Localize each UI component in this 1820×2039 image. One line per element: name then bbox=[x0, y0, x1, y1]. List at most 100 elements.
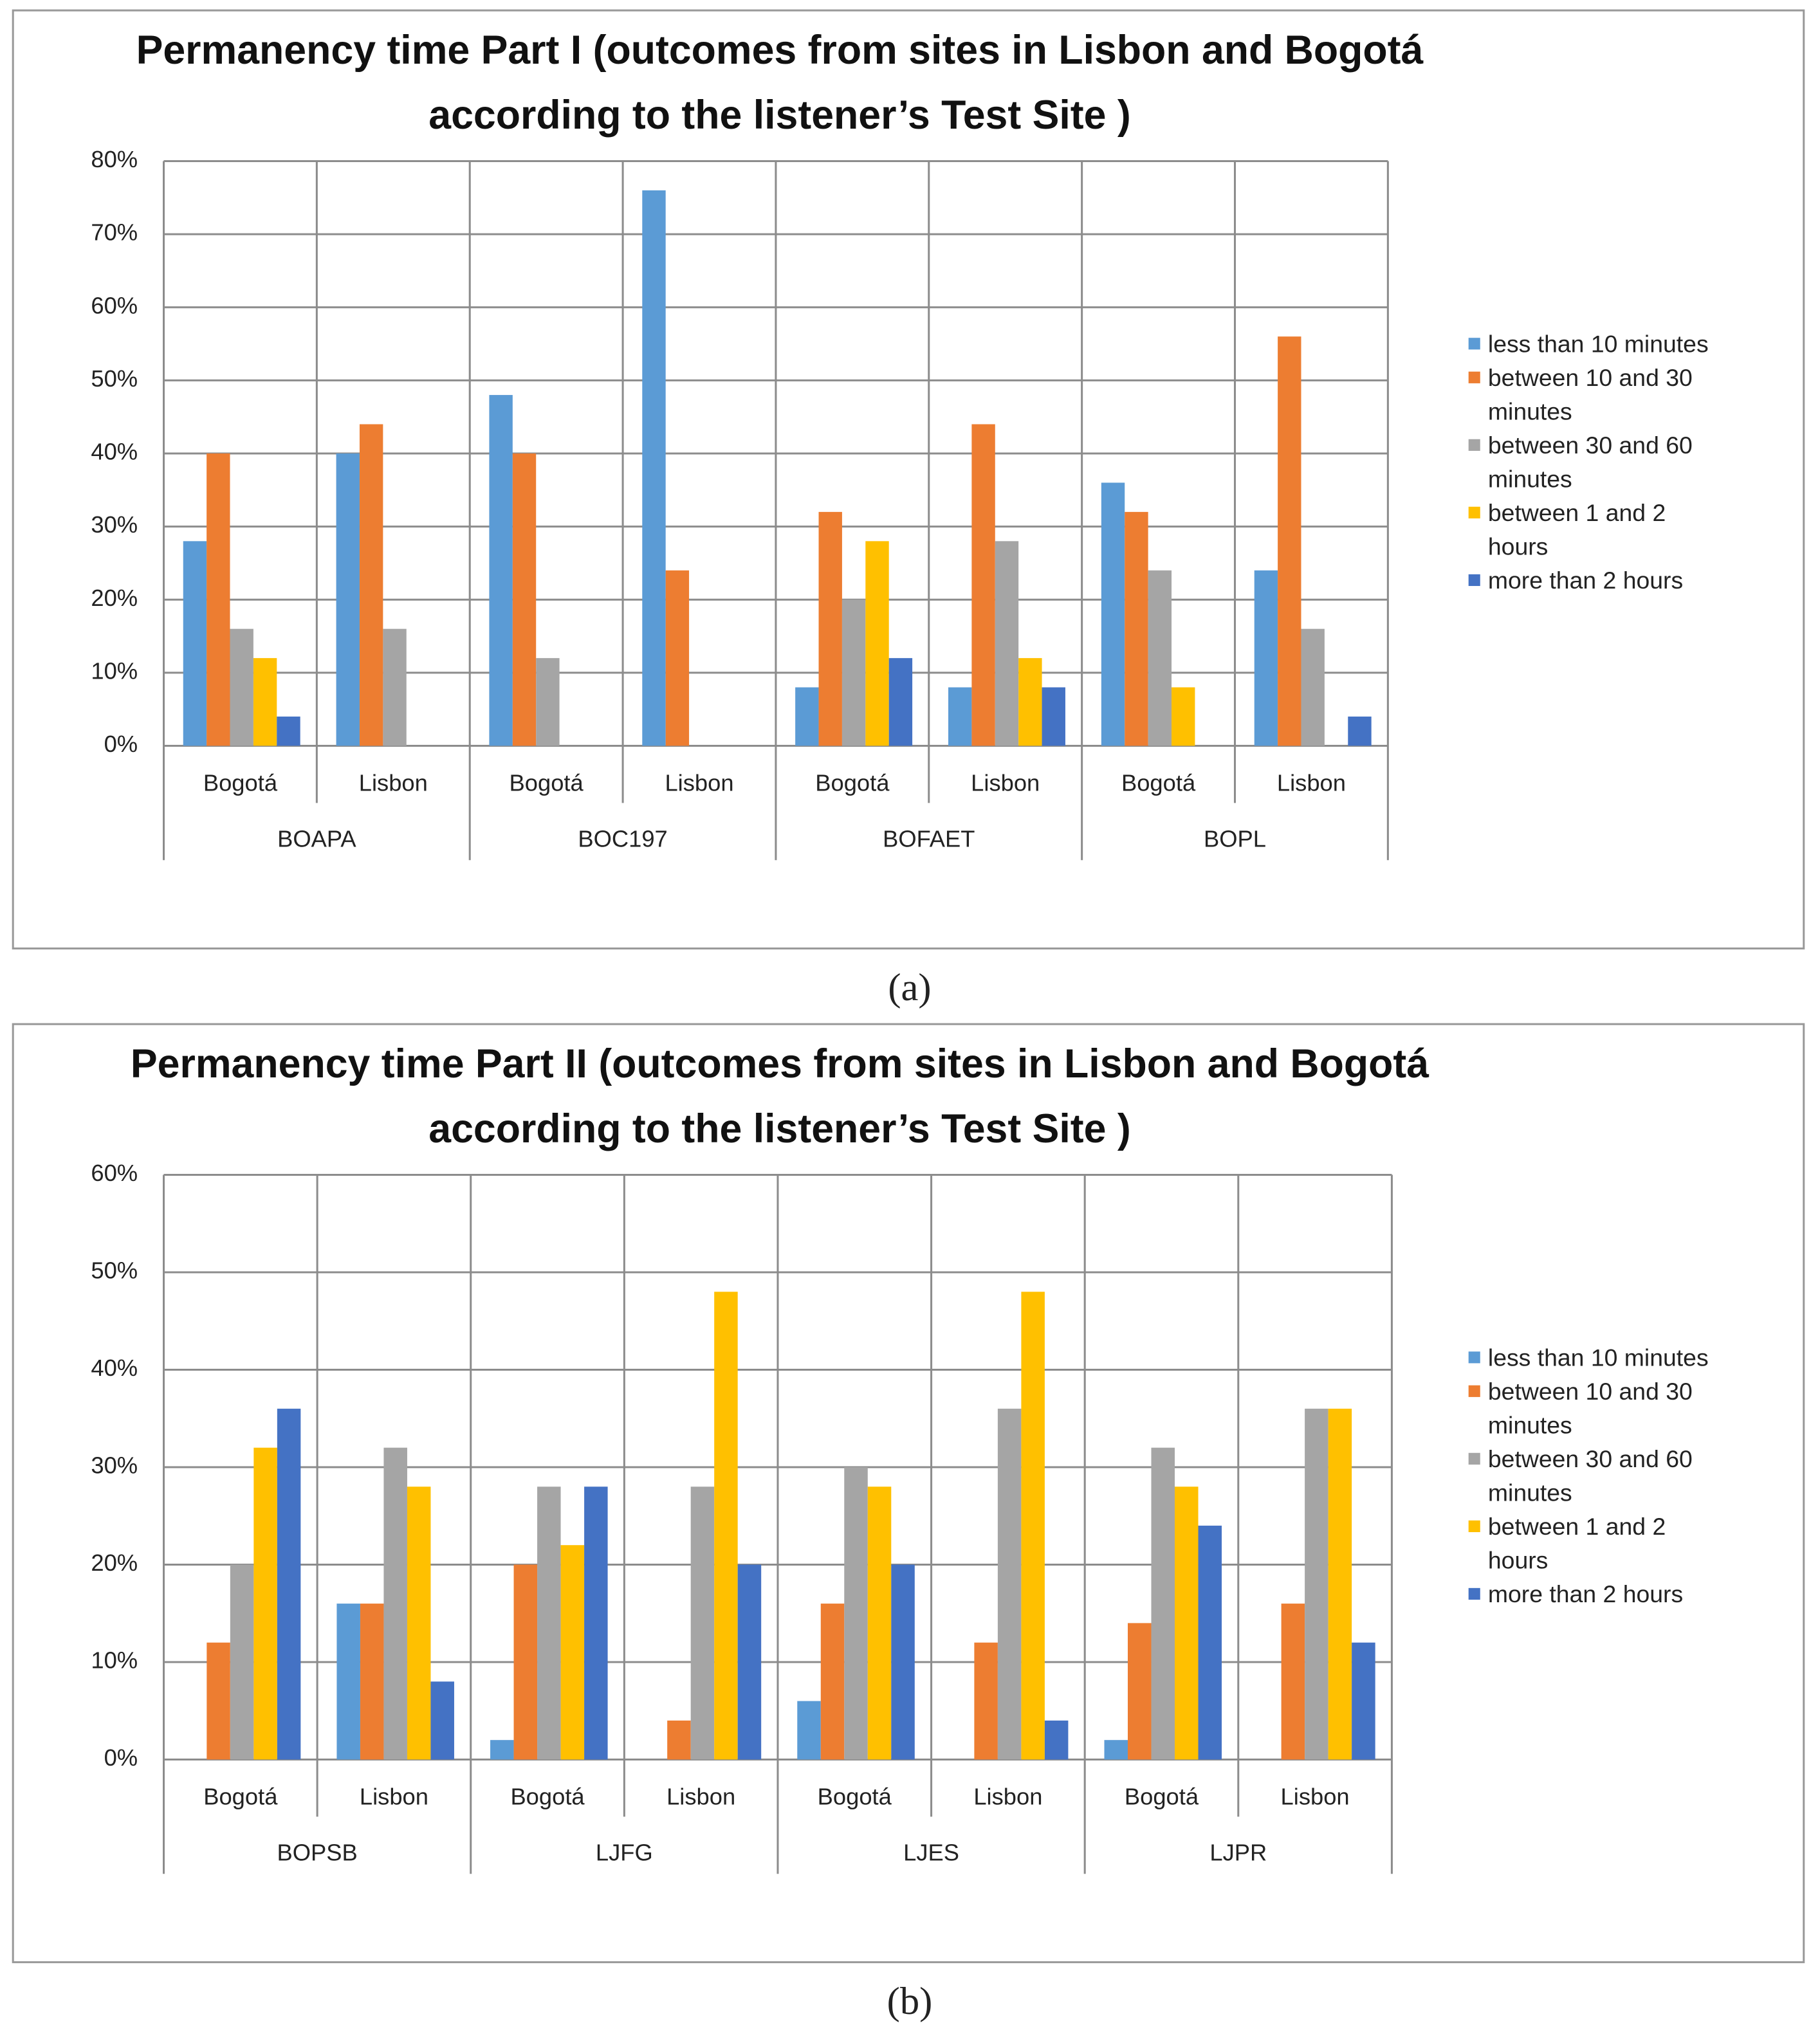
y-tick-label: 20% bbox=[91, 585, 138, 611]
bar bbox=[383, 628, 407, 746]
y-tick-label: 30% bbox=[91, 511, 138, 538]
bar bbox=[995, 541, 1019, 746]
chart: Permanency time Part II (outcomes from s… bbox=[12, 1023, 1805, 2023]
legend-label: between 10 and 30 minutes bbox=[1487, 1377, 1693, 1439]
legend-swatch bbox=[1468, 1587, 1480, 1600]
legend-entry: between 1 and 2 hours bbox=[1468, 1510, 1716, 1578]
legend-label: between 1 and 2 hours bbox=[1487, 498, 1666, 560]
bar bbox=[891, 1564, 915, 1760]
group-label: LJPR bbox=[1209, 1840, 1267, 1866]
group-label: BOFAET bbox=[883, 826, 975, 852]
bar bbox=[537, 1486, 561, 1760]
bar bbox=[277, 1409, 301, 1760]
bar bbox=[536, 658, 560, 746]
legend-swatch bbox=[1468, 506, 1480, 518]
legend-swatch bbox=[1468, 338, 1480, 350]
y-tick-label: 70% bbox=[91, 219, 138, 246]
legend-box: less than 10 minutes between 10 and 30 mi… bbox=[1468, 327, 1716, 598]
chart-title: Permanency time Part II (outcomes from s… bbox=[130, 1041, 1429, 1152]
bar bbox=[1128, 1623, 1152, 1760]
y-tick-label: 50% bbox=[91, 365, 138, 392]
bar bbox=[1352, 1642, 1375, 1760]
bar bbox=[865, 541, 889, 746]
group-label: BOPL bbox=[1204, 826, 1266, 852]
bar bbox=[1305, 1409, 1328, 1760]
bar bbox=[230, 628, 253, 746]
chart-border bbox=[12, 1023, 1805, 1964]
bar bbox=[253, 1447, 277, 1760]
bar bbox=[336, 453, 360, 746]
bar bbox=[642, 190, 666, 746]
legend-entry: between 30 and 60 minutes bbox=[1468, 1443, 1716, 1510]
y-tick-label: 80% bbox=[91, 146, 138, 172]
legend-swatch bbox=[1468, 371, 1480, 383]
legend-box: less than 10 minutes between 10 and 30 mi… bbox=[1468, 1344, 1716, 1612]
x-tick-label: Bogotá bbox=[815, 770, 890, 796]
x-tick-label: Lisbon bbox=[665, 770, 733, 796]
y-tick-label: 0% bbox=[104, 731, 138, 757]
x-tick-label: Bogotá bbox=[203, 770, 278, 796]
group-label: BOAPA bbox=[277, 826, 356, 852]
bar bbox=[1254, 570, 1278, 746]
legend-entry: between 30 and 60 minutes bbox=[1468, 429, 1716, 497]
y-tick-label: 60% bbox=[91, 292, 138, 318]
y-tick-label: 50% bbox=[91, 1257, 138, 1284]
x-tick-label: Lisbon bbox=[666, 1784, 735, 1810]
legend: less than 10 minutes between 10 and 30 mi… bbox=[1468, 327, 1716, 598]
bar bbox=[974, 1642, 998, 1760]
bar bbox=[584, 1486, 608, 1760]
bar bbox=[1125, 511, 1148, 746]
bar bbox=[797, 1701, 821, 1760]
bar bbox=[1101, 482, 1125, 746]
bar bbox=[407, 1486, 431, 1760]
x-tick-label: Lisbon bbox=[1277, 770, 1346, 796]
bar bbox=[667, 1720, 691, 1760]
bar bbox=[888, 658, 913, 746]
bar bbox=[1281, 1604, 1305, 1760]
group-label: LJFG bbox=[596, 1840, 653, 1866]
legend-swatch bbox=[1468, 574, 1480, 587]
legend-label: more than 2 hours bbox=[1487, 1580, 1684, 1608]
bar bbox=[513, 1564, 538, 1760]
x-tick-label: Bogotá bbox=[1125, 1784, 1199, 1810]
bar bbox=[560, 1545, 585, 1760]
bar bbox=[489, 395, 513, 746]
y-tick-label: 10% bbox=[91, 657, 138, 684]
bar bbox=[1021, 1292, 1045, 1760]
y-tick-label: 40% bbox=[91, 439, 138, 465]
chart-border bbox=[12, 9, 1805, 950]
legend-swatch bbox=[1468, 1351, 1480, 1364]
bar bbox=[277, 717, 300, 746]
chart-title-box: Permanency time Part I (outcomes from si… bbox=[136, 27, 1424, 138]
bar bbox=[1018, 658, 1042, 746]
legend-entry: less than 10 minutes bbox=[1468, 327, 1716, 361]
chart-title-box: Permanency time Part II (outcomes from s… bbox=[130, 1041, 1429, 1152]
legend-label: less than 10 minutes bbox=[1487, 1344, 1709, 1371]
y-tick-label: 20% bbox=[91, 1550, 138, 1576]
bar bbox=[971, 424, 995, 746]
group-label: BOC197 bbox=[578, 826, 667, 852]
legend-label: between 30 and 60 minutes bbox=[1487, 431, 1693, 493]
bar bbox=[253, 658, 277, 746]
legend-entry: between 10 and 30 minutes bbox=[1468, 361, 1716, 429]
legend-label: more than 2 hours bbox=[1487, 566, 1684, 594]
bar bbox=[230, 1564, 254, 1760]
group-label: LJES bbox=[903, 1840, 959, 1866]
legend-entry: more than 2 hours bbox=[1468, 1578, 1716, 1612]
bar bbox=[818, 511, 842, 746]
bar bbox=[737, 1564, 762, 1760]
bar bbox=[1042, 687, 1065, 746]
bar bbox=[1301, 628, 1325, 746]
bar bbox=[430, 1681, 454, 1760]
x-tick-label: Bogotá bbox=[1121, 770, 1196, 796]
bar bbox=[1175, 1486, 1199, 1760]
bar bbox=[1151, 1447, 1175, 1760]
bar bbox=[1198, 1525, 1222, 1760]
bar bbox=[665, 570, 690, 746]
caption: (a) bbox=[888, 966, 931, 1009]
bar bbox=[1278, 336, 1301, 746]
x-tick-label: Lisbon bbox=[360, 1784, 428, 1810]
bar bbox=[714, 1292, 738, 1760]
group-label: BOPSB bbox=[277, 1840, 358, 1866]
